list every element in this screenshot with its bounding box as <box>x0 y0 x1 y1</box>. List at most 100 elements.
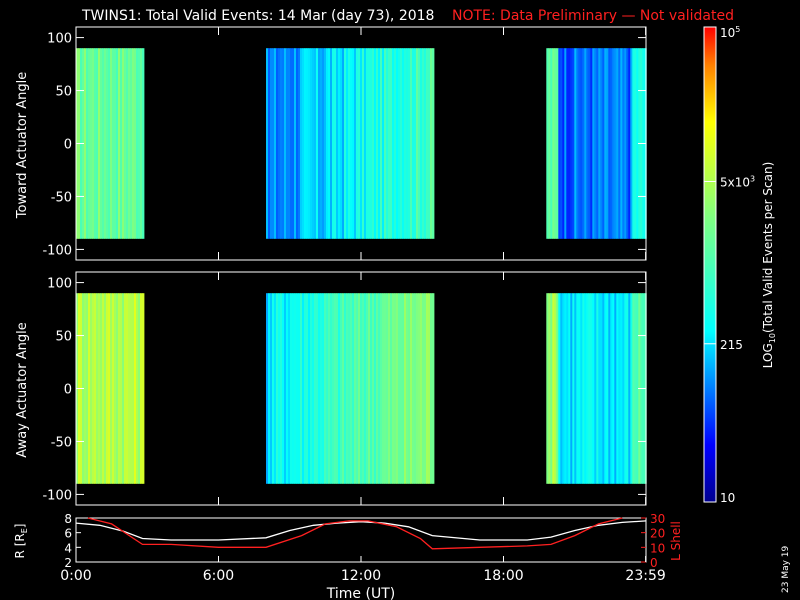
heatmap-column <box>138 48 141 239</box>
heatmap-column <box>634 293 637 484</box>
colorbar-label: LOG10(Total Valid Events per Scan) <box>761 162 777 369</box>
heatmap-column <box>342 293 345 484</box>
heatmap-column <box>114 48 117 239</box>
heatmap-column <box>328 48 331 239</box>
heatmap-column <box>126 293 129 484</box>
heatmap-column <box>632 48 635 239</box>
heatmap-column <box>614 293 617 484</box>
heatmap-column <box>404 293 407 484</box>
heatmap-column <box>398 293 401 484</box>
heatmap-column <box>560 48 563 239</box>
heatmap-column <box>348 293 351 484</box>
heatmap-column <box>410 293 413 484</box>
xtick-label: 23:59 <box>625 568 665 584</box>
heatmap-column <box>382 293 385 484</box>
ytick-label: 0 <box>64 383 72 398</box>
heatmap-column <box>614 48 617 239</box>
page-title: TWINS1: Total Valid Events: 14 Mar (day … <box>81 8 434 24</box>
heatmap-column <box>416 48 419 239</box>
heatmap-column <box>122 48 125 239</box>
ytick-label: 50 <box>55 85 72 100</box>
heatmap-column <box>350 293 353 484</box>
heatmap-column <box>368 293 371 484</box>
heatmap-column <box>330 48 333 239</box>
heatmap-column <box>362 293 365 484</box>
heatmap-column <box>404 48 407 239</box>
heatmap-column <box>412 293 415 484</box>
panel-orbit-lines <box>75 517 647 550</box>
heatmap-column <box>368 48 371 239</box>
heatmap-column <box>636 48 639 239</box>
heatmap-column <box>314 293 317 484</box>
heatmap-column <box>424 48 427 239</box>
heatmap-column <box>118 48 121 239</box>
heatmap-column <box>580 48 583 239</box>
right-ytick-label: 30 <box>650 512 665 526</box>
heatmap-column <box>550 293 553 484</box>
heatmap-column <box>632 293 635 484</box>
heatmap-column <box>432 293 435 484</box>
heatmap-column <box>104 293 107 484</box>
heatmap-column <box>334 48 337 239</box>
heatmap-column <box>272 48 275 239</box>
heatmap-column <box>426 48 429 239</box>
ytick-label: 50 <box>55 330 72 345</box>
heatmap-column <box>564 293 567 484</box>
colorbar: 10 215 5x103 105 LOG10(Total Valid Events p… <box>703 25 777 505</box>
panel-toward-yaxis: -100 -50 0 50 100 <box>42 27 647 260</box>
heatmap-column <box>366 48 369 239</box>
heatmap-column <box>104 48 107 239</box>
heatmap-column <box>296 293 299 484</box>
heatmap-column <box>98 48 101 239</box>
heatmap-column <box>424 293 427 484</box>
ytick-label: -50 <box>51 190 72 205</box>
right-ytick-label: 20 <box>650 527 665 541</box>
xtick-label: 0:00 <box>60 568 91 584</box>
heatmap-column <box>398 48 401 239</box>
heatmap-column <box>336 48 339 239</box>
right-ytick-label: 10 <box>650 541 665 555</box>
heatmap-column <box>574 48 577 239</box>
heatmap-column <box>278 293 281 484</box>
panel-away-ylabel: Away Actuator Angle <box>15 322 30 457</box>
heatmap-column <box>106 293 109 484</box>
heatmap-column <box>406 293 409 484</box>
heatmap-column <box>628 293 631 484</box>
heatmap-column <box>604 293 607 484</box>
heatmap-column <box>88 48 91 239</box>
heatmap-column <box>420 48 423 239</box>
heatmap-column <box>86 48 89 239</box>
heatmap-column <box>392 48 395 239</box>
heatmap-column <box>286 48 289 239</box>
heatmap-column <box>372 293 375 484</box>
heatmap-column <box>338 293 341 484</box>
heatmap-column <box>364 293 367 484</box>
heatmap-column <box>130 293 133 484</box>
heatmap-column <box>300 48 303 239</box>
heatmap-column <box>588 48 591 239</box>
heatmap-column <box>324 48 327 239</box>
heatmap-column <box>546 293 549 484</box>
heatmap-column <box>604 48 607 239</box>
heatmap-column <box>624 48 627 239</box>
heatmap-column <box>618 293 621 484</box>
heatmap-column <box>268 48 271 239</box>
heatmap-column <box>600 48 603 239</box>
heatmap-column <box>628 48 631 239</box>
heatmap-column <box>306 293 309 484</box>
heatmap-column <box>286 293 289 484</box>
heatmap-column <box>548 48 551 239</box>
heatmap-column <box>96 293 99 484</box>
heatmap-column <box>116 48 119 239</box>
heatmap-column <box>402 48 405 239</box>
heatmap-column <box>312 48 315 239</box>
heatmap-column <box>410 48 413 239</box>
heatmap-column <box>284 293 287 484</box>
heatmap-column <box>394 293 397 484</box>
heatmap-column <box>88 293 91 484</box>
heatmap-column <box>288 48 291 239</box>
heatmap-column <box>594 48 597 239</box>
heatmap-column <box>348 48 351 239</box>
heatmap-column <box>370 48 373 239</box>
colorbar-ticks: 10 215 5x103 105 <box>704 25 755 505</box>
